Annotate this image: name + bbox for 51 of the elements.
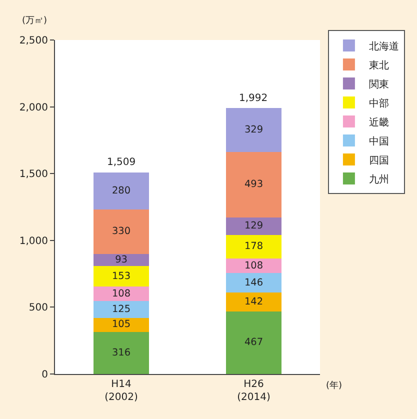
data-label: 329 <box>244 124 264 136</box>
bar <box>226 258 282 274</box>
legend-label: 東北 <box>368 59 389 72</box>
legend-label: 北海道 <box>368 40 399 52</box>
y-tick-label: 0 <box>42 370 48 380</box>
data-label: 146 <box>244 277 264 288</box>
data-label: 142 <box>244 296 264 308</box>
bar <box>226 108 282 152</box>
x-axis-title: (年) <box>326 380 342 391</box>
bar <box>93 286 150 302</box>
data-label: 493 <box>244 179 264 190</box>
data-label: 125 <box>112 304 131 315</box>
bar <box>93 172 150 210</box>
y-tick-label: 1,500 <box>19 169 48 180</box>
data-label: 178 <box>244 241 264 252</box>
bar <box>226 218 282 235</box>
data-label: 153 <box>112 270 131 282</box>
bar <box>226 292 282 312</box>
legend-label: 四国 <box>368 155 389 166</box>
y-tick-label: 2,500 <box>19 36 48 46</box>
bar <box>93 318 150 332</box>
bar <box>93 210 150 254</box>
total-label: 1,992 <box>239 93 268 104</box>
bar <box>93 332 150 374</box>
y-tick-label: 1,000 <box>19 236 48 247</box>
x-tick-label: H26 (2014) <box>237 379 270 403</box>
y-axis-title: (万㎥) <box>22 16 48 26</box>
bar <box>93 301 150 318</box>
legend-label: 九州 <box>368 173 389 186</box>
data-label: 108 <box>112 288 131 300</box>
bar <box>226 312 282 374</box>
data-label: 129 <box>244 220 264 232</box>
legend-label: 近畿 <box>368 116 389 128</box>
data-label: 93 <box>115 254 128 266</box>
legend-label: 中国 <box>368 135 389 148</box>
y-tick-label: 500 <box>28 302 48 314</box>
data-label: 467 <box>244 337 264 348</box>
bar <box>226 152 282 218</box>
data-label: 280 <box>112 185 131 196</box>
legend-label: 中部 <box>368 97 389 110</box>
data-label: 108 <box>244 260 264 272</box>
data-label: 105 <box>112 319 131 330</box>
data-label: 316 <box>112 347 131 358</box>
legend-label: 関東 <box>368 78 389 90</box>
y-tick-label: 2,000 <box>19 102 48 114</box>
bar <box>93 266 150 287</box>
total-label: 1,509 <box>107 157 136 168</box>
data-label: 330 <box>112 226 131 238</box>
bar <box>226 234 282 259</box>
bar <box>226 273 282 293</box>
x-tick-label: H14 (2002) <box>104 379 138 403</box>
